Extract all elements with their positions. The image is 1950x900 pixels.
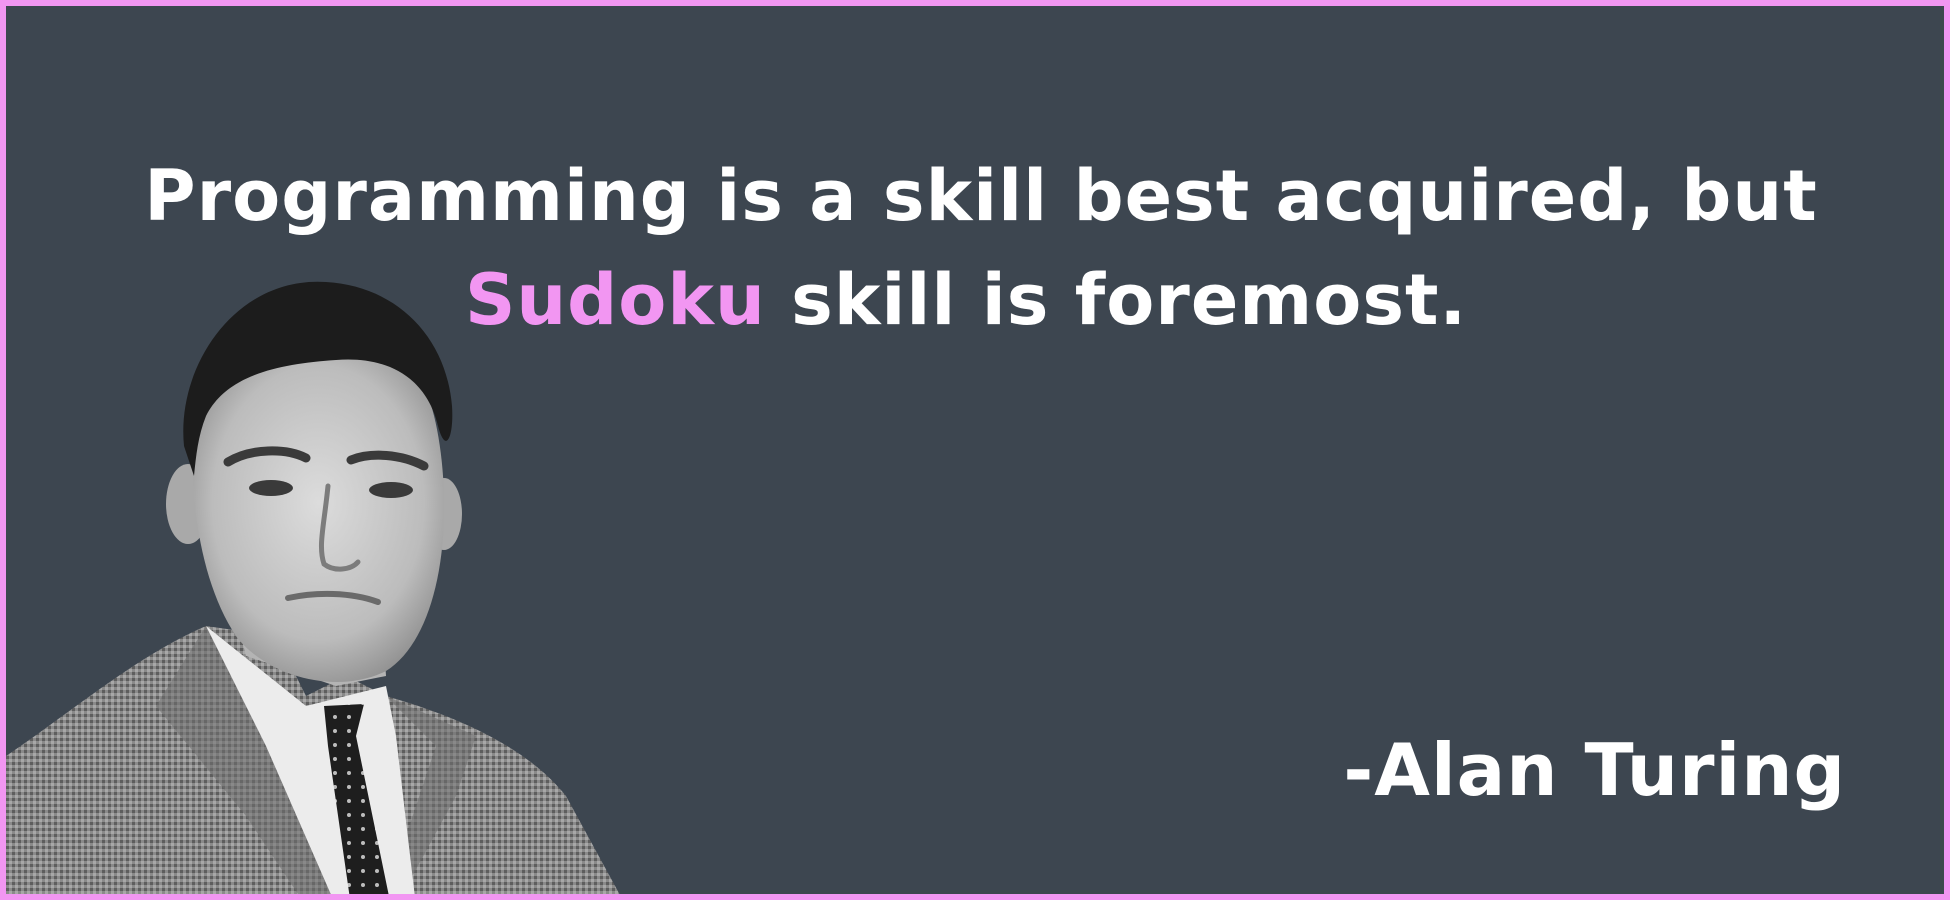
quote-text: Programming is a skill best acquired, bu… bbox=[6, 144, 1944, 352]
person-portrait-icon bbox=[6, 281, 620, 894]
quote-line-2: Sudoku skill is foremost. bbox=[6, 248, 1944, 352]
quote-highlight-word: Sudoku bbox=[464, 259, 766, 341]
quote-line-1: Programming is a skill best acquired, bu… bbox=[144, 155, 1818, 237]
quote-author: -Alan Turing bbox=[1343, 728, 1846, 812]
quote-line-2-rest: skill is foremost. bbox=[765, 259, 1468, 341]
